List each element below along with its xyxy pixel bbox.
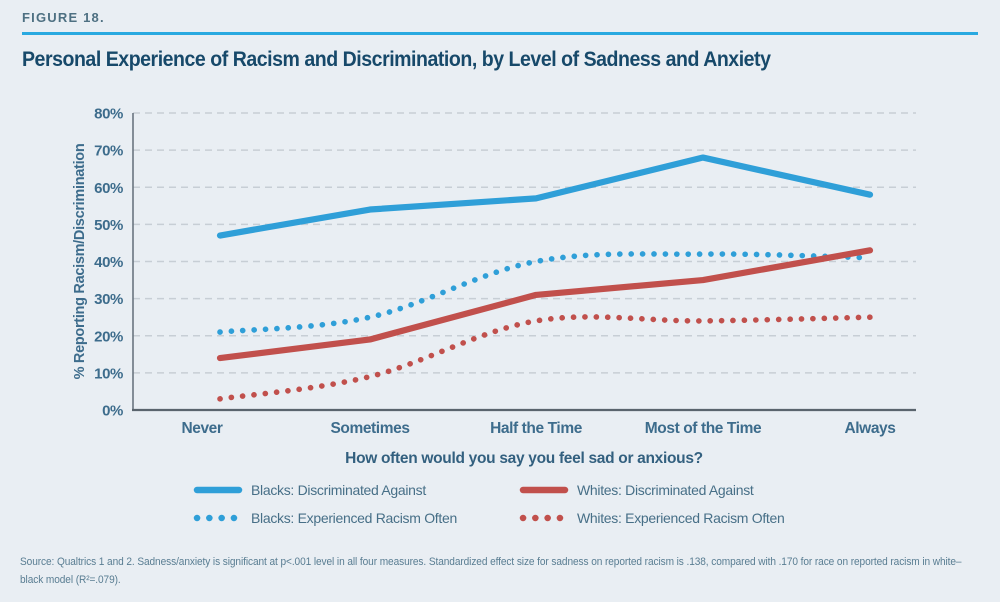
legend-label: Whites: Discriminated Against bbox=[577, 482, 754, 498]
x-tick-label: Half the Time bbox=[490, 420, 583, 437]
source-note: Source: Qualtrics 1 and 2. Sadness/anxie… bbox=[20, 556, 962, 586]
y-tick-label: 40% bbox=[94, 254, 123, 271]
y-tick-label: 70% bbox=[94, 143, 123, 160]
x-tick-label: Most of the Time bbox=[645, 420, 762, 437]
legend-swatch-dotted-red-icon bbox=[519, 514, 569, 522]
chart-title: Personal Experience of Racism and Discri… bbox=[22, 48, 771, 71]
x-tick-label: Sometimes bbox=[330, 420, 409, 437]
legend-label: Blacks: Experienced Racism Often bbox=[251, 510, 457, 526]
y-tick-label: 80% bbox=[94, 106, 123, 123]
figure-number-label: FIGURE 18. bbox=[22, 10, 105, 25]
series-line-blacks-experienced-racism-often bbox=[217, 251, 873, 335]
series-line-blacks-discriminated-against bbox=[216, 154, 874, 239]
chart-legend: Blacks: Discriminated Against Whites: Di… bbox=[193, 479, 785, 529]
series-line-whites-experienced-racism-often bbox=[217, 314, 873, 402]
x-tick-label: Always bbox=[844, 420, 895, 437]
legend-item-blacks-discriminated: Blacks: Discriminated Against bbox=[193, 479, 519, 501]
legend-swatch-dotted-blue-icon bbox=[193, 514, 243, 522]
y-tick-label: 20% bbox=[94, 328, 123, 345]
legend-swatch-solid-red-icon bbox=[519, 486, 569, 494]
x-tick-label: Never bbox=[181, 420, 222, 437]
legend-swatch-solid-blue-icon bbox=[193, 486, 243, 494]
legend-label: Blacks: Discriminated Against bbox=[251, 482, 426, 498]
accent-rule bbox=[22, 32, 978, 35]
x-axis-question: How often would you say you feel sad or … bbox=[345, 450, 703, 467]
y-axis-title: % Reporting Racism/Discrimination bbox=[72, 144, 88, 380]
y-tick-label: 50% bbox=[94, 217, 123, 234]
y-tick-label: 60% bbox=[94, 180, 123, 197]
series-line-whites-discriminated-against bbox=[216, 247, 874, 362]
y-tick-label: 0% bbox=[102, 403, 123, 420]
legend-label: Whites: Experienced Racism Often bbox=[577, 510, 785, 526]
legend-item-whites-racism-often: Whites: Experienced Racism Often bbox=[519, 507, 785, 529]
y-tick-label: 30% bbox=[94, 291, 123, 308]
legend-item-whites-discriminated: Whites: Discriminated Against bbox=[519, 479, 784, 501]
y-tick-label: 10% bbox=[94, 365, 123, 382]
legend-item-blacks-racism-often: Blacks: Experienced Racism Often bbox=[193, 507, 519, 529]
